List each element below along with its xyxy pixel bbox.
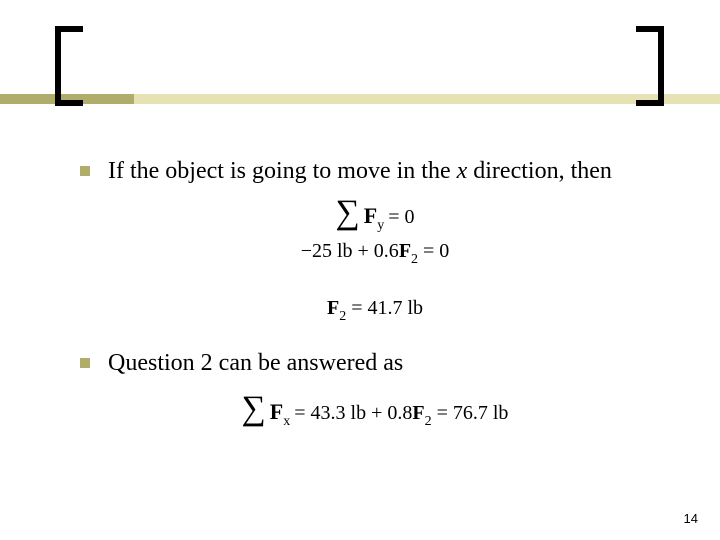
eq3-sub: 2 (339, 309, 346, 324)
slide: If the object is going to move in the x … (0, 0, 720, 540)
decorative-stripe (0, 94, 720, 104)
bullet-1-text: If the object is going to move in the x … (108, 156, 612, 186)
right-bracket-icon (636, 26, 664, 106)
eq1-F: F (364, 203, 377, 228)
eq1-rhs: = 0 (388, 206, 414, 228)
eq4-mid: = 43.3 lb + 0.8 (294, 402, 412, 424)
equation-line-3: F2 = 41.7 lb (80, 297, 670, 320)
eq4-sub2: 2 (425, 414, 432, 429)
equation-sum-fx: ∑ Fx = 43.3 lb + 0.8F2 = 76.7 lb (80, 392, 670, 426)
equation-sum-fy: ∑ Fy = 0 (80, 196, 670, 230)
square-bullet-icon (80, 358, 90, 368)
bullet-item-2: Question 2 can be answered as (80, 348, 670, 378)
equation-line-2: −25 lb + 0.6F2 = 0 (80, 240, 670, 263)
eq2-rhs: = 0 (418, 240, 449, 262)
eq3-F: F (327, 297, 339, 319)
eq2-F: F (399, 240, 411, 262)
eq4-rhs: = 76.7 lb (432, 402, 509, 424)
square-bullet-icon (80, 166, 90, 176)
eq4-F1: F (270, 399, 283, 424)
eq2-sub: 2 (411, 252, 418, 267)
eq2-lhs: −25 lb + 0.6 (301, 240, 399, 262)
bullet-item-1: If the object is going to move in the x … (80, 156, 670, 186)
left-bracket-icon (55, 26, 83, 106)
sigma-symbol-2: ∑ (242, 390, 266, 427)
bullet1-post: direction, then (467, 158, 612, 184)
bullet-2-text: Question 2 can be answered as (108, 348, 403, 378)
stripe-light-segment (134, 94, 720, 104)
content-area: If the object is going to move in the x … (80, 156, 670, 426)
bullet1-ital: x (457, 158, 468, 184)
bullet1-pre: If the object is going to move in the (108, 158, 457, 184)
eq3-rhs: = 41.7 lb (346, 297, 423, 319)
eq4-F2: F (412, 402, 424, 424)
sigma-symbol: ∑ (336, 194, 360, 231)
eq1-sub: y (377, 218, 384, 233)
page-number: 14 (684, 511, 698, 526)
eq4-sub1: x (283, 414, 290, 429)
